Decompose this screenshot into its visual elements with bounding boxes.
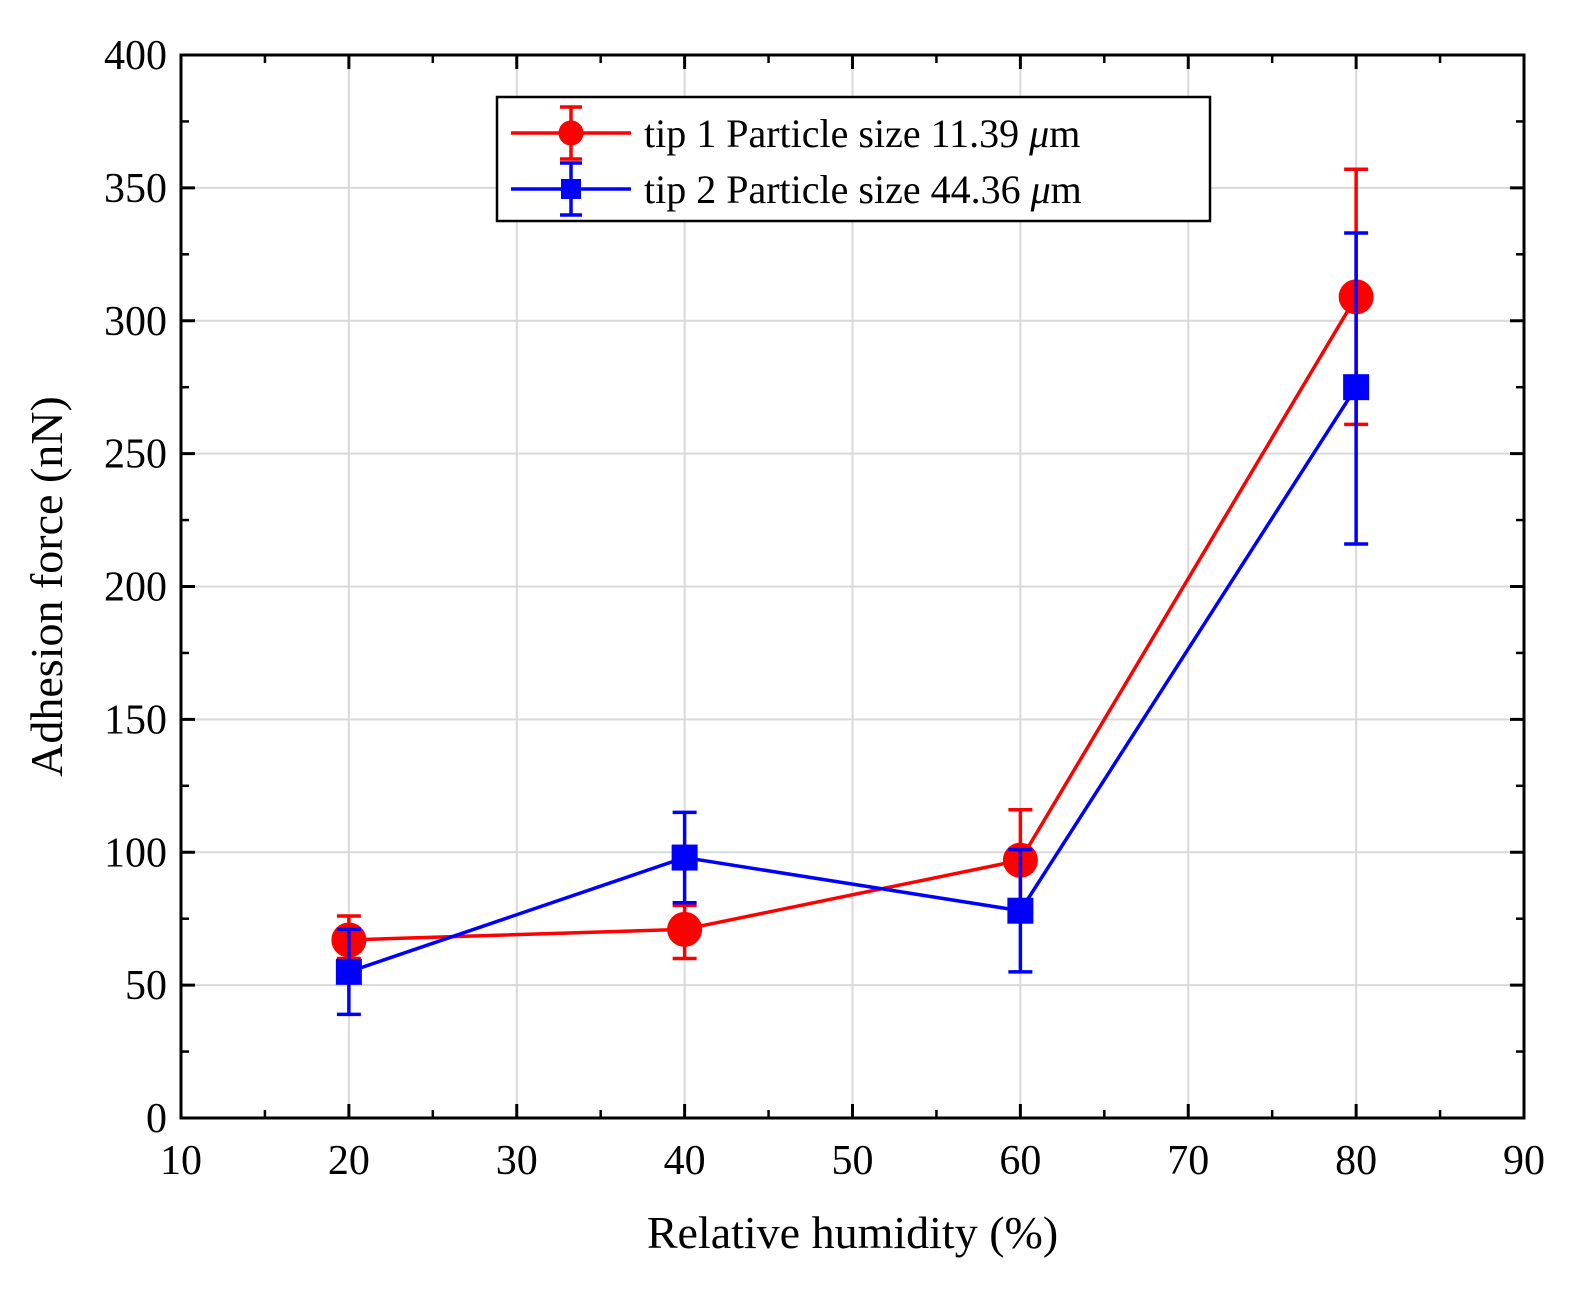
y-tick-label: 300 [104,299,167,345]
x-tick-label: 90 [1503,1138,1545,1184]
data-point [335,958,362,985]
data-point [1343,374,1370,401]
legend-entry-2: tip 2 Particle size 44.36 μm [511,161,1082,217]
legend-label: tip 1 Particle size 11.39 μm [644,111,1080,156]
y-tick-label: 150 [104,697,167,743]
y-tick-label: 0 [146,1096,167,1142]
series-line [348,295,1358,942]
y-tick-label: 400 [104,33,167,79]
legend-box [495,95,1212,223]
y-axis-label: Adhesion force (nN) [21,396,72,777]
x-axis-label: Relative humidity (%) [647,1207,1058,1258]
y-tick-label: 200 [104,565,167,611]
legend-label: tip 2 Particle size 44.36 μm [644,167,1082,212]
y-tick-label: 100 [104,830,167,876]
x-tick-label: 80 [1335,1138,1377,1184]
x-tick-label: 50 [832,1138,874,1184]
x-tick-label: 10 [160,1138,202,1184]
tick-labels: 10 20 30 40 50 60 70 80 90 0 50 100 150 200 250 300 350 4… [104,33,1545,1184]
y-tick-label: 350 [104,166,167,212]
data-point [667,911,703,947]
x-tick-label: 70 [1167,1138,1209,1184]
series-layer [331,167,1374,1017]
legend-marker [561,179,581,199]
x-tick-label: 40 [664,1138,706,1184]
series-2 [335,231,1370,1017]
data-point [671,844,698,871]
x-tick-label: 30 [496,1138,538,1184]
legend: tip 1 Particle size 11.39 μm tip 2 Partic… [495,95,1212,223]
data-point [1007,897,1034,924]
axes [179,53,1526,1120]
legend-entry-1: tip 1 Particle size 11.39 μm [511,105,1080,161]
x-tick-label: 60 [999,1138,1041,1184]
x-tick-label: 20 [328,1138,370,1184]
series-line [348,386,1358,974]
y-tick-label: 50 [125,963,167,1009]
y-tick-label: 250 [104,432,167,478]
legend-marker [558,120,584,146]
series-1 [331,167,1374,961]
